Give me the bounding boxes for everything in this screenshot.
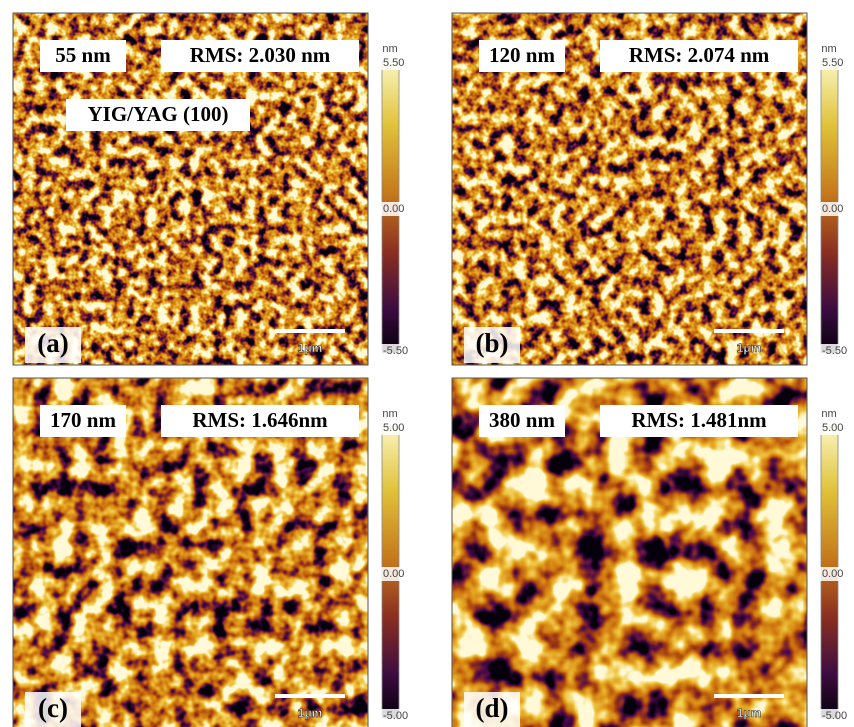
thickness-label: 55 nm bbox=[55, 43, 111, 67]
panel: 120 nm RMS: 2.074 nm (b) 1μm nm 5.50 0.00 -5.50 bbox=[452, 13, 850, 365]
rms-label: RMS: 2.074 nm bbox=[629, 43, 770, 67]
colorbar-tick: -5.50 bbox=[822, 345, 847, 357]
scale-bar-label: 1μm bbox=[737, 341, 762, 355]
colorbar-tick: 0.00 bbox=[822, 568, 843, 580]
thickness-label: 120 nm bbox=[489, 43, 555, 67]
colorbar-tick: 5.50 bbox=[383, 57, 404, 69]
colorbar-tick: 0.00 bbox=[822, 203, 843, 215]
panel-letter: (d) bbox=[476, 693, 509, 723]
rms-label: RMS: 1.646nm bbox=[192, 408, 328, 432]
panel: 55 nm RMS: 2.030 nm YIG/YAG (100) (a) 1μm nm 5… bbox=[13, 13, 411, 365]
colorbar-tick: -5.50 bbox=[383, 345, 408, 357]
colorbar-tick: -5.00 bbox=[383, 710, 408, 722]
panel: 170 nm RMS: 1.646nm (c) 1μm nm 5.00 0.00 -5.00 bbox=[13, 378, 411, 727]
panel: 380 nm RMS: 1.481nm (d) 1μm nm 5.00 0.00 -5.00 bbox=[452, 378, 850, 727]
colorbar-tick: 5.00 bbox=[822, 422, 843, 434]
colorbar-tick: 0.00 bbox=[383, 203, 404, 215]
colorbar-unit: nm bbox=[382, 408, 397, 420]
page: 55 nm RMS: 2.030 nm YIG/YAG (100) (a) 1μm nm 5… bbox=[0, 0, 854, 727]
rms-label: RMS: 1.481nm bbox=[631, 408, 767, 432]
thickness-label: 380 nm bbox=[489, 408, 555, 432]
colorbar-unit: nm bbox=[382, 43, 397, 55]
panel-letter: (c) bbox=[38, 693, 68, 723]
rms-label: RMS: 2.030 nm bbox=[190, 43, 331, 67]
colorbar-tick: 0.00 bbox=[383, 568, 404, 580]
panel-letter: (a) bbox=[37, 328, 68, 358]
sample-label: YIG/YAG (100) bbox=[88, 102, 229, 126]
panel-letter: (b) bbox=[476, 328, 509, 358]
thickness-label: 170 nm bbox=[50, 408, 116, 432]
colorbar-tick: -5.00 bbox=[822, 710, 847, 722]
colorbar-unit: nm bbox=[821, 43, 836, 55]
scale-bar-label: 1μm bbox=[737, 706, 762, 720]
colorbar-unit: nm bbox=[821, 408, 836, 420]
colorbar-tick: 5.50 bbox=[822, 57, 843, 69]
colorbar-tick: 5.00 bbox=[383, 422, 404, 434]
scale-bar-label: 1μm bbox=[298, 706, 323, 720]
scale-bar-label: 1μm bbox=[298, 341, 323, 355]
figure: 55 nm RMS: 2.030 nm YIG/YAG (100) (a) 1μm nm 5… bbox=[0, 0, 854, 727]
